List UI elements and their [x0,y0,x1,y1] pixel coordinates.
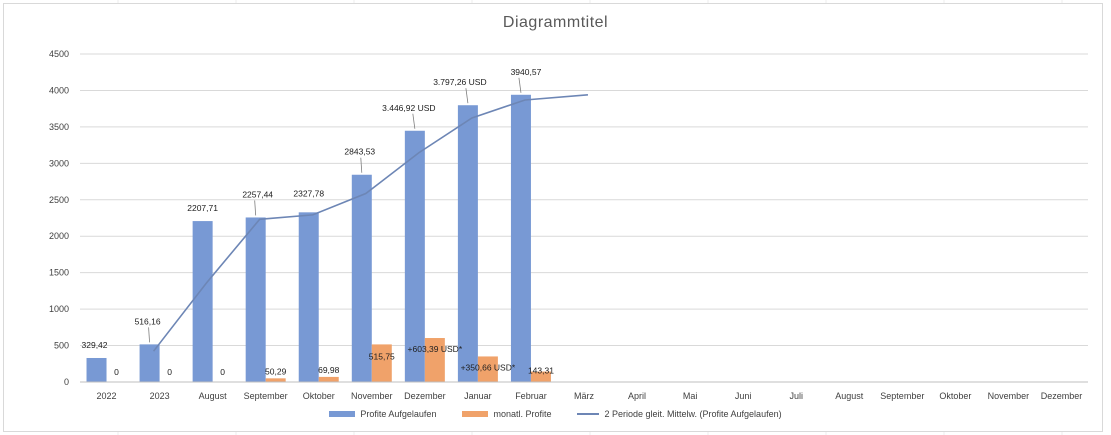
chart-area[interactable] [3,3,1103,432]
y-tick-label: 500 [54,341,69,351]
x-tick-label: Februar [515,391,547,401]
trendline-path [152,93,589,352]
bar-cumulative [298,212,319,382]
data-label-monthly: 143,31 [528,366,554,376]
leader-line [254,200,257,216]
leader-line [360,157,363,173]
legend-item-moving-average[interactable]: 2 Periode gleit. Mittelw. (Profite Aufge… [577,409,782,419]
x-axis: 2022 2023 August September Oktober November De… [80,381,1088,401]
data-label-cumulative: 3940,57 [511,67,542,77]
data-label-cumulative: 329,42 [82,340,108,350]
bar-cumulative [351,174,372,382]
bar-cumulative [86,357,107,382]
bar-cumulative [457,105,478,383]
data-label-monthly: 0 [167,367,172,377]
data-label-monthly: 0 [114,367,119,377]
trendline [152,93,589,352]
data-label-cumulative: 2327,78 [293,188,324,198]
bar-cumulative [510,94,531,382]
x-tick-label: Dezember [404,391,446,401]
x-tick-label: Oktober [939,391,971,401]
x-tick-label: Oktober [303,391,335,401]
data-label-monthly: 0 [220,367,225,377]
legend-item-monthly[interactable]: monatl. Profite [462,409,551,419]
data-label-cumulative: 2257,44 [242,189,273,199]
gridlines [80,53,1088,383]
y-tick-label: 4500 [49,49,69,59]
data-label-cumulative: 3.446,92 USD [382,103,435,113]
legend-label: 2 Periode gleit. Mittelw. (Profite Aufge… [604,409,782,419]
leader-line [465,88,469,104]
bar-monthly [265,378,286,382]
legend-item-cumulative[interactable]: Profite Aufgelaufen [329,409,436,419]
bar-monthly [371,344,392,382]
data-label-monthly: +350,66 USD* [461,362,516,372]
y-axis: 0 500 1000 1500 2000 2500 3000 3500 4000 4500 [49,49,69,387]
leader-line [412,113,416,129]
bar-monthly [477,356,498,382]
x-tick-label: Juli [789,391,803,401]
bar-cumulative [139,344,160,382]
leader-line [518,77,522,93]
data-label-cumulative: 2207,71 [187,203,218,213]
x-tick-label: Juni [735,391,752,401]
bar-monthly [424,338,445,382]
bar-cumulative [404,130,425,382]
data-label-monthly: +603,39 USD* [408,344,463,354]
x-tick-label: Januar [464,391,492,401]
data-label-monthly: 515,75 [369,351,395,361]
x-tick-label: November [351,391,393,401]
x-tick-label: April [628,391,646,401]
x-tick-label: Mai [683,391,698,401]
legend-label: monatl. Profite [493,409,552,419]
bar-monthly [318,376,339,382]
y-tick-label: 1500 [49,268,69,278]
data-label-cumulative: 516,16 [135,316,161,326]
x-tick-label: September [244,391,288,401]
data-label-monthly: 50,29 [265,366,287,376]
y-tick-label: 0 [64,377,69,387]
y-tick-label: 1000 [49,304,69,314]
y-tick-label: 4000 [49,85,69,95]
x-tick-label: Dezember [1041,391,1083,401]
legend-swatch-moving-average [577,413,600,415]
y-tick-label: 3000 [49,158,69,168]
data-label-monthly: 69,98 [318,365,340,375]
x-tick-label: November [988,391,1030,401]
x-tick-label: 2022 [97,391,117,401]
bar-monthly [530,371,551,382]
bars [86,94,551,383]
x-tick-label: August [835,391,864,401]
x-tick-label: März [574,391,594,401]
legend-label: Profite Aufgelaufen [360,409,437,419]
bar-cumulative [192,221,213,382]
legend-swatch-cumulative [329,411,356,417]
data-label-cumulative: 3.797,26 USD [433,77,486,87]
legend-swatch-monthly [462,411,489,417]
leader-line [148,327,150,343]
y-tick-label: 3500 [49,122,69,132]
x-tick-label: September [880,391,924,401]
bar-cumulative [245,217,266,382]
data-label-cumulative: 2843,53 [344,147,375,157]
chart-title: Diagrammtitel [502,14,609,31]
y-tick-label: 2500 [49,195,69,205]
legend: Profite Aufgelaufen monatl. Profite 2 Pe… [0,409,1111,419]
data-labels: 329,42 516,16 2207,71 2257,44 2327,78 2843,53… [82,67,555,377]
x-tick-label: August [199,391,228,401]
x-tick-label: 2023 [150,391,170,401]
y-tick-label: 2000 [49,231,69,241]
